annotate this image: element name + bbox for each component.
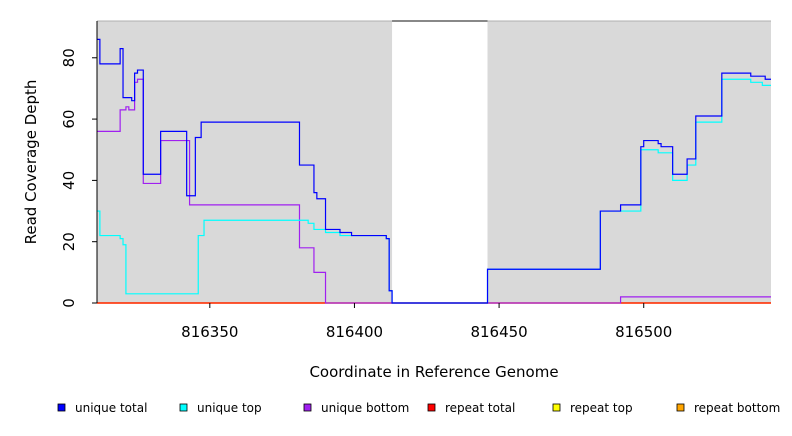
legend: unique total unique top unique bottom repea… xyxy=(57,401,780,415)
legend-swatch-repeat-top xyxy=(552,403,561,412)
legend-swatch-unique-total xyxy=(57,403,66,412)
y-tick-label: 0 xyxy=(60,298,78,308)
legend-label-repeat-bottom: repeat bottom xyxy=(694,401,780,415)
legend-label-unique-top: unique top xyxy=(197,401,262,415)
x-tick-label: 816500 xyxy=(615,323,672,341)
y-axis-label: Read Coverage Depth xyxy=(22,80,40,245)
series-line-unique-total xyxy=(97,38,771,304)
legend-swatch-unique-bottom xyxy=(303,403,312,412)
legend-label-repeat-top: repeat top xyxy=(570,401,633,415)
legend-swatch-unique-top xyxy=(179,403,188,412)
x-tick-label: 816450 xyxy=(470,323,527,341)
legend-swatch-repeat-bottom xyxy=(676,403,685,412)
legend-label-unique-bottom: unique bottom xyxy=(321,401,409,415)
x-tick-label: 816400 xyxy=(326,323,383,341)
plot-background xyxy=(97,20,771,304)
axes: 0 20 40 60 80 816350 816400 816450 816500 xyxy=(60,21,672,341)
y-tick-label: 40 xyxy=(60,171,78,190)
y-tick-label: 60 xyxy=(60,110,78,129)
series-line-unique-bottom xyxy=(97,78,771,304)
legend-swatch-repeat-total xyxy=(427,403,436,412)
y-tick-label: 80 xyxy=(60,48,78,67)
unshaded-region xyxy=(392,22,488,304)
y-tick-label: 20 xyxy=(60,232,78,251)
legend-label-repeat-total: repeat total xyxy=(445,401,515,415)
x-axis-label: Coordinate in Reference Genome xyxy=(309,363,558,381)
x-tick-label: 816350 xyxy=(181,323,238,341)
legend-label-unique-total: unique total xyxy=(75,401,147,415)
